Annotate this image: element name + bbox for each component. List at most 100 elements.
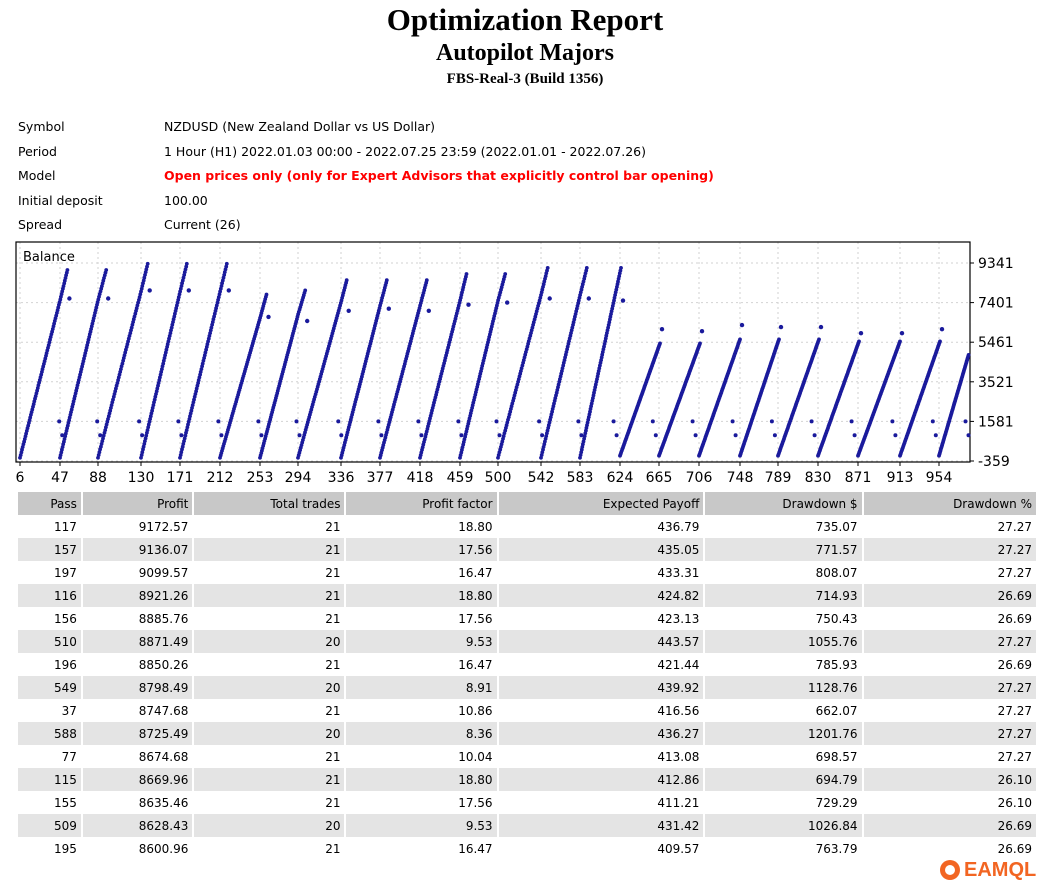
table-row[interactable]: 195 8600.96 21 16.47 409.57 763.79 26.69 [18, 837, 1036, 860]
table-row[interactable]: 37 8747.68 21 10.86 416.56 662.07 27.27 [18, 699, 1036, 722]
balance-point-low [693, 433, 698, 438]
balance-series [178, 261, 231, 460]
header-expected-payoff[interactable]: Expected Payoff [498, 492, 704, 515]
balance-series [816, 331, 864, 458]
x-tick-label: 171 [167, 470, 194, 486]
x-tick-label: 706 [686, 470, 713, 486]
table-cell: 714.93 [705, 584, 862, 607]
table-cell: 21 [325, 795, 341, 810]
x-tick-label: 130 [128, 470, 155, 486]
table-cell: 785.93 [815, 657, 858, 672]
table-cell: 27.27 [997, 749, 1032, 764]
table-cell: 10.86 [458, 703, 493, 718]
balance-point-outlier [305, 318, 310, 324]
table-cell: 195 [53, 841, 77, 856]
balance-chart: Balance 6 47 88 130 171 212 253 294 336 377 418 459… [15, 241, 1014, 486]
table-row[interactable]: 509 8628.43 20 9.53 431.42 1026.84 26.69 [18, 814, 1036, 837]
table-cell: 8921.26 [82, 584, 193, 607]
table-row[interactable]: 115 8669.96 21 18.80 412.86 694.79 26.10 [18, 768, 1036, 791]
balance-point-outlier [778, 324, 784, 330]
balance-point-outlier [466, 302, 471, 307]
table-row[interactable]: 156 8885.76 21 17.56 423.13 750.43 26.69 [18, 607, 1036, 630]
table-cell: 433.31 [657, 565, 700, 580]
table-cell: 20 [194, 722, 345, 745]
table-cell: 694.79 [705, 768, 862, 791]
table-cell: 21 [325, 657, 341, 672]
table-cell: 17.56 [346, 538, 497, 561]
table-cell: 16.47 [458, 657, 493, 672]
info-label: Spread [18, 217, 63, 232]
balance-series [937, 353, 971, 458]
balance-point-low [890, 419, 895, 424]
balance-point-outlier [226, 288, 231, 293]
table-row[interactable]: 117 9172.57 21 18.80 436.79 735.07 27.27 [18, 515, 1036, 538]
table-cell: 27.27 [863, 676, 1036, 699]
table-cell: 8674.68 [138, 749, 189, 764]
balance-series [776, 324, 824, 458]
table-cell: 750.43 [815, 611, 858, 626]
info-value: 1 Hour (H1) 2022.01.03 00:00 - 2022.07.2… [164, 144, 647, 159]
balance-point-low [540, 433, 545, 438]
table-cell: 8747.68 [138, 703, 189, 718]
table-row[interactable]: 510 8871.49 20 9.53 443.57 1055.76 27.27 [18, 630, 1036, 653]
table-row[interactable]: 116 8921.26 21 18.80 424.82 714.93 26.69 [18, 584, 1036, 607]
table-row[interactable]: 549 8798.49 20 8.91 439.92 1128.76 27.27 [18, 676, 1036, 699]
table-cell: 18.80 [346, 584, 497, 607]
table-row[interactable]: 77 8674.68 21 10.04 413.08 698.57 27.27 [18, 745, 1036, 768]
balance-point-outlier [659, 327, 665, 332]
x-tick-label: 88 [89, 470, 107, 486]
balance-point [817, 337, 821, 342]
balance-point [303, 288, 308, 293]
x-tick-label: 294 [285, 470, 312, 486]
table-row[interactable]: 155 8635.46 21 17.56 411.21 729.29 26.10 [18, 791, 1036, 814]
balance-point-low [733, 433, 738, 438]
table-cell: 10.04 [458, 749, 493, 764]
table-cell: 423.13 [657, 611, 700, 626]
table-cell: 26.69 [997, 841, 1032, 856]
balance-point-outlier [899, 331, 905, 336]
table-cell: 155 [53, 795, 77, 810]
table-cell: 8885.76 [138, 611, 189, 626]
table-row[interactable]: 196 8850.26 21 16.47 421.44 785.93 26.69 [18, 653, 1036, 676]
table-cell: 8.91 [346, 676, 497, 699]
chart-x-axis: 6 47 88 130 171 212 253 294 336 377 418 459 500 542 58… [16, 462, 952, 486]
balance-point-low [339, 433, 344, 438]
table-cell: 18.80 [458, 519, 493, 534]
table-cell: 1026.84 [705, 814, 862, 837]
balance-point-outlier [147, 288, 152, 293]
balance-point [938, 339, 942, 344]
balance-point-low [256, 419, 261, 424]
header-profit-factor[interactable]: Profit factor [346, 492, 497, 515]
table-row[interactable]: 157 9136.07 21 17.56 435.05 771.57 27.27 [18, 538, 1036, 561]
table-row[interactable]: 588 8725.49 20 8.36 436.27 1201.76 27.27 [18, 722, 1036, 745]
balance-point [857, 339, 861, 344]
table-cell: 117 [53, 519, 77, 534]
balance-point-low [95, 419, 100, 424]
table-cell: 17.56 [458, 795, 493, 810]
header-total-trades[interactable]: Total trades [194, 492, 345, 515]
table-cell: 443.57 [498, 630, 704, 653]
header-drawdown-percent[interactable]: Drawdown % [863, 492, 1036, 515]
header-pass[interactable]: Pass [18, 492, 81, 515]
balance-point-low [216, 419, 221, 424]
table-cell: 729.29 [815, 795, 858, 810]
balance-series [898, 327, 945, 458]
balance-point-low [294, 419, 299, 424]
table-cell: 21 [194, 584, 345, 607]
y-tick-label: -359 [978, 454, 1010, 470]
balance-point-low [137, 419, 142, 424]
table-row[interactable]: 197 9099.57 21 16.47 433.31 808.07 27.27 [18, 561, 1036, 584]
info-value: Open prices only (only for Expert Adviso… [164, 168, 714, 183]
balance-point-low [852, 433, 857, 438]
balance-point [145, 261, 150, 266]
report-server: FBS-Real-3 (Build 1356) [446, 71, 604, 87]
balance-point-low [219, 433, 224, 438]
header-drawdown-dollar[interactable]: Drawdown $ [705, 492, 862, 515]
balance-point-outlier [939, 327, 945, 332]
balance-point-low [769, 419, 774, 424]
header-profit[interactable]: Profit [82, 492, 193, 515]
balance-point-low [966, 433, 971, 438]
table-cell: 808.07 [815, 565, 858, 580]
balance-point-outlier [586, 296, 591, 301]
table-cell: 413.08 [657, 749, 700, 764]
